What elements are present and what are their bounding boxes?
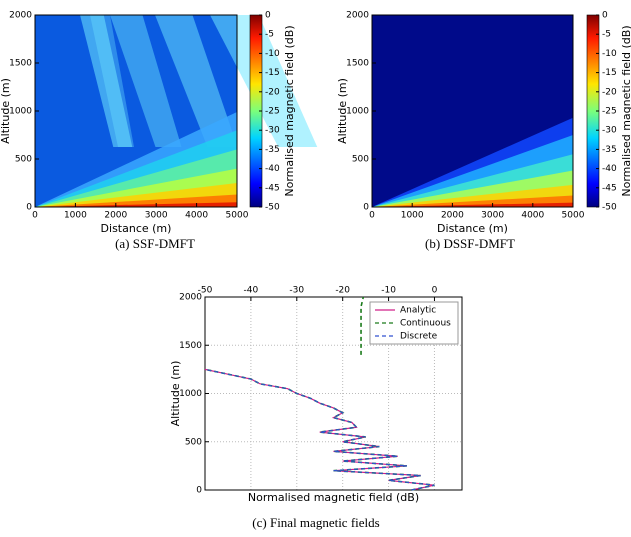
x-tick-label: 1000: [64, 211, 87, 221]
y-tick-label: 500: [185, 437, 202, 447]
y-tick-label: 0: [26, 203, 32, 213]
y-axis-label: Altitude (m): [169, 361, 182, 427]
colorbar-tick-label: -25: [602, 107, 617, 117]
colorbar-tick-label: -10: [265, 49, 280, 59]
colorbar-tick-label: 0: [265, 11, 271, 21]
x-tick-label: 0: [32, 211, 38, 221]
colorbar-tick-label: 0: [602, 11, 608, 21]
field-streak: [90, 15, 134, 147]
y-tick-label: 1000: [179, 389, 202, 399]
colorbar-tick-label: -20: [265, 87, 280, 97]
y-tick-label: 2000: [9, 11, 32, 21]
x-tick-label: 5000: [562, 211, 585, 221]
colorbar-tick-label: -35: [602, 145, 617, 155]
x-tick-label: -30: [289, 286, 304, 296]
y-tick-label: 0: [363, 203, 369, 213]
colorbar-tick-label: -40: [602, 164, 617, 174]
colorbar-tick-label: -20: [602, 87, 617, 97]
x-tick-label: -50: [198, 286, 213, 296]
colorbar-tick-label: -45: [602, 183, 617, 193]
y-tick-label: 500: [15, 155, 32, 165]
colorbar-tick-label: -50: [265, 203, 280, 213]
caption: (a) SSF-DMFT: [115, 236, 195, 251]
field-streak: [80, 15, 133, 147]
y-tick-label: 2000: [346, 11, 369, 21]
caption: (b) DSSF-DMFT: [425, 236, 515, 251]
x-axis-label: Normalised magnetic field (dB): [248, 491, 419, 504]
x-tick-label: 4000: [521, 211, 544, 221]
legend-label: Discrete: [400, 332, 438, 342]
colorbar-tick-label: -25: [265, 107, 280, 117]
legend-label: Continuous: [400, 319, 451, 329]
y-axis-label: Altitude (m): [0, 78, 12, 144]
colorbar-tick-label: -50: [602, 203, 617, 213]
x-tick-label: -20: [335, 286, 350, 296]
colorbar-tick-label: -40: [265, 164, 280, 174]
x-tick-label: 5000: [226, 211, 249, 221]
x-tick-label: 2000: [441, 211, 464, 221]
colorbar-tick-label: -30: [265, 126, 280, 136]
colorbar-tick-label: -30: [602, 126, 617, 136]
y-tick-label: 1500: [179, 341, 202, 351]
x-tick-label: 4000: [185, 211, 208, 221]
x-tick-label: 3000: [481, 211, 504, 221]
x-axis-label: Distance (m): [101, 222, 172, 235]
caption: (c) Final magnetic fields: [252, 515, 379, 530]
colorbar-tick-label: -5: [265, 30, 274, 40]
x-tick-label: -10: [381, 286, 396, 296]
colorbar-label: Normalised magnetic field (dB): [283, 25, 296, 196]
colorbar-label: Normalised magnetic field (dB): [620, 25, 631, 196]
series-line: [204, 368, 435, 491]
x-tick-label: -40: [244, 286, 259, 296]
field-streak: [155, 15, 238, 147]
x-tick-label: 1000: [401, 211, 424, 221]
colorbar-tick-label: -5: [602, 30, 611, 40]
y-tick-label: 500: [352, 155, 369, 165]
field-wedge: [35, 202, 237, 207]
x-tick-label: 2000: [104, 211, 127, 221]
x-tick-label: 0: [432, 286, 438, 296]
y-tick-label: 1000: [9, 107, 32, 117]
colorbar-tick-label: -35: [265, 145, 280, 155]
x-tick-label: 0: [369, 211, 375, 221]
colorbar-tick-label: -45: [265, 183, 280, 193]
field-wedge: [372, 202, 573, 207]
x-tick-label: 3000: [145, 211, 168, 221]
plot-frame: [34, 14, 238, 208]
plot-frame: [204, 296, 463, 491]
colorbar-tick-label: -15: [265, 68, 280, 78]
y-tick-label: 1500: [9, 59, 32, 69]
plot-frame: [371, 14, 574, 208]
y-tick-label: 2000: [179, 293, 202, 303]
x-axis-label: Distance (m): [437, 222, 508, 235]
y-tick-label: 1000: [346, 107, 369, 117]
y-tick-label: 1500: [346, 59, 369, 69]
field-streak: [110, 15, 182, 147]
y-axis-label: Altitude (m): [336, 78, 349, 144]
colorbar-tick-label: -10: [602, 49, 617, 59]
legend-label: Analytic: [400, 306, 436, 316]
colorbar-tick-label: -15: [602, 68, 617, 78]
y-tick-label: 0: [196, 486, 202, 496]
